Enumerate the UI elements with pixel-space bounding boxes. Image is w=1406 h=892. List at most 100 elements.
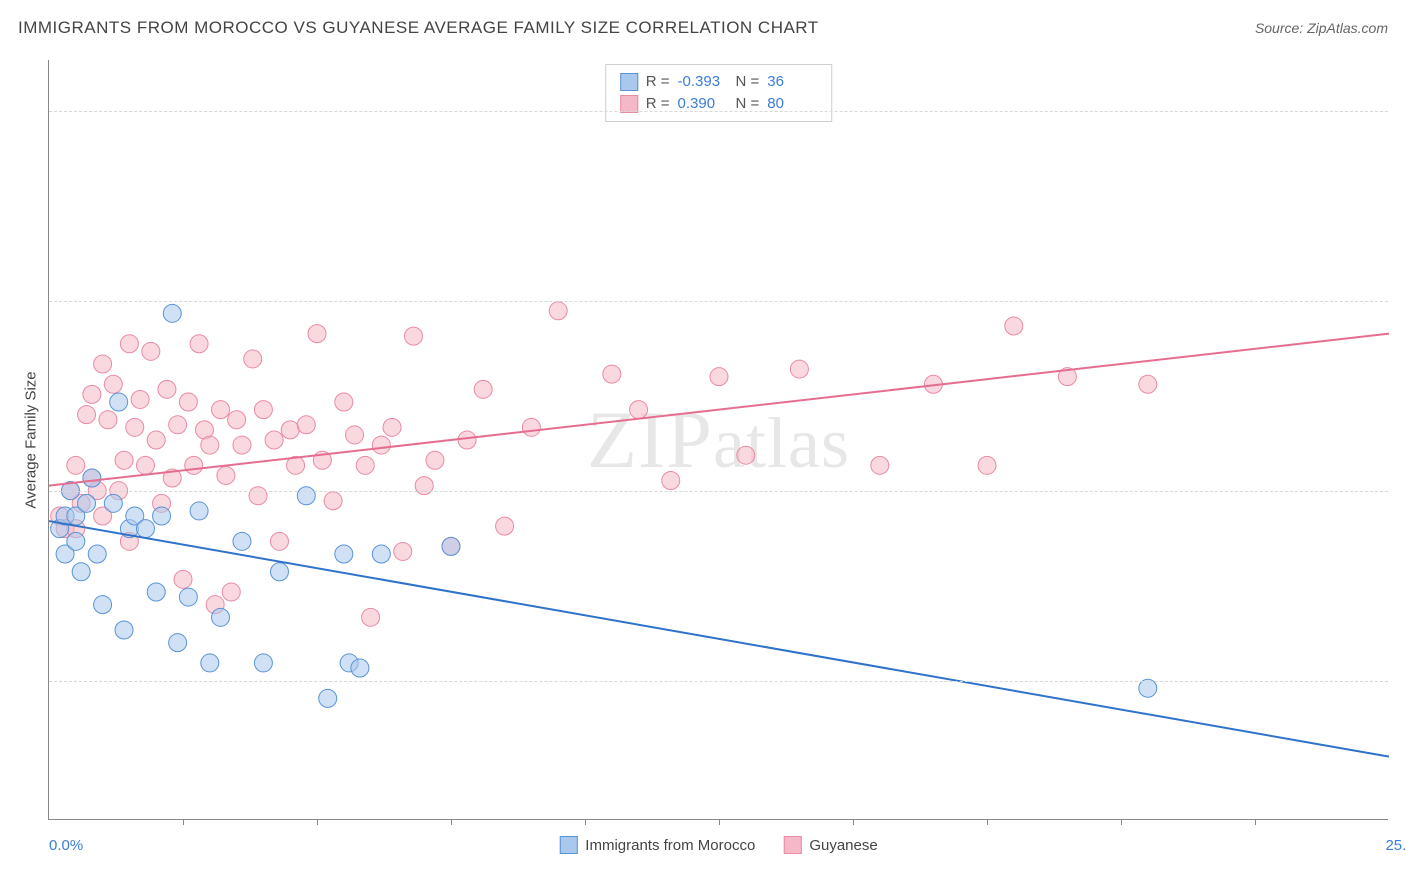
y-tick-label: 3.50 <box>1393 482 1406 499</box>
scatter-point <box>212 401 230 419</box>
scatter-point <box>458 431 476 449</box>
scatter-point <box>190 502 208 520</box>
scatter-point <box>1005 317 1023 335</box>
scatter-point <box>790 360 808 378</box>
scatter-point <box>549 302 567 320</box>
y-tick-label: 4.25 <box>1393 292 1406 309</box>
scatter-point <box>158 380 176 398</box>
scatter-point <box>335 545 353 563</box>
gridline <box>49 301 1388 302</box>
scatter-point <box>67 532 85 550</box>
trend-line <box>49 521 1389 757</box>
x-tick-mark <box>451 819 452 825</box>
scatter-point <box>142 342 160 360</box>
x-tick-mark <box>183 819 184 825</box>
n-value-guyanese: 80 <box>767 93 817 115</box>
scatter-point <box>147 431 165 449</box>
scatter-point <box>630 401 648 419</box>
scatter-point <box>249 487 267 505</box>
scatter-point <box>270 563 288 581</box>
scatter-point <box>324 492 342 510</box>
scatter-point <box>362 608 380 626</box>
gridline <box>49 681 1388 682</box>
scatter-point <box>372 545 390 563</box>
scatter-point <box>94 355 112 373</box>
x-tick-mark <box>585 819 586 825</box>
scatter-point <box>1139 679 1157 697</box>
correlation-stats-box: R = -0.393 N = 36 R = 0.390 N = 80 <box>605 64 833 122</box>
legend-swatch-guyanese <box>783 836 801 854</box>
scatter-point <box>978 456 996 474</box>
scatter-point <box>426 451 444 469</box>
scatter-point <box>297 416 315 434</box>
scatter-point <box>179 588 197 606</box>
x-tick-mark <box>987 819 988 825</box>
scatter-point <box>356 456 374 474</box>
scatter-point <box>522 418 540 436</box>
x-axis-min: 0.0% <box>49 837 83 854</box>
scatter-point <box>254 401 272 419</box>
plot-area: Average Family Size ZIPatlas R = -0.393 … <box>48 60 1388 820</box>
scatter-point <box>496 517 514 535</box>
chart-svg <box>49 60 1388 819</box>
scatter-point <box>222 583 240 601</box>
scatter-point <box>710 368 728 386</box>
scatter-point <box>174 570 192 588</box>
scatter-point <box>104 375 122 393</box>
scatter-point <box>244 350 262 368</box>
scatter-point <box>190 335 208 353</box>
scatter-point <box>147 583 165 601</box>
scatter-point <box>78 494 96 512</box>
scatter-point <box>169 634 187 652</box>
x-tick-mark <box>1121 819 1122 825</box>
scatter-point <box>346 426 364 444</box>
scatter-point <box>319 689 337 707</box>
scatter-point <box>383 418 401 436</box>
bottom-legend: Immigrants from Morocco Guyanese <box>559 836 877 854</box>
scatter-point <box>228 411 246 429</box>
scatter-point <box>474 380 492 398</box>
scatter-point <box>201 436 219 454</box>
scatter-point <box>110 393 128 411</box>
scatter-point <box>83 385 101 403</box>
scatter-point <box>270 532 288 550</box>
scatter-point <box>169 416 187 434</box>
scatter-point <box>394 542 412 560</box>
scatter-point <box>153 507 171 525</box>
scatter-point <box>88 545 106 563</box>
scatter-point <box>99 411 117 429</box>
scatter-point <box>233 532 251 550</box>
scatter-point <box>67 456 85 474</box>
x-tick-mark <box>317 819 318 825</box>
gridline <box>49 111 1388 112</box>
scatter-point <box>308 325 326 343</box>
scatter-point <box>335 393 353 411</box>
scatter-point <box>217 466 235 484</box>
scatter-point <box>120 335 138 353</box>
scatter-point <box>281 421 299 439</box>
scatter-point <box>78 406 96 424</box>
scatter-point <box>83 469 101 487</box>
scatter-point <box>115 621 133 639</box>
scatter-point <box>372 436 390 454</box>
legend-label-guyanese: Guyanese <box>809 837 877 854</box>
scatter-point <box>212 608 230 626</box>
scatter-point <box>254 654 272 672</box>
stats-row-guyanese: R = 0.390 N = 80 <box>620 93 818 115</box>
scatter-point <box>115 451 133 469</box>
scatter-point <box>662 472 680 490</box>
scatter-point <box>104 494 122 512</box>
scatter-point <box>179 393 197 411</box>
r-value-morocco: -0.393 <box>678 71 728 93</box>
scatter-point <box>737 446 755 464</box>
scatter-point <box>233 436 251 454</box>
x-tick-mark <box>853 819 854 825</box>
scatter-point <box>163 304 181 322</box>
y-tick-label: 2.75 <box>1393 672 1406 689</box>
scatter-point <box>94 596 112 614</box>
scatter-point <box>415 477 433 495</box>
gridline <box>49 491 1388 492</box>
scatter-point <box>201 654 219 672</box>
legend-item-guyanese: Guyanese <box>783 836 877 854</box>
x-tick-mark <box>1255 819 1256 825</box>
